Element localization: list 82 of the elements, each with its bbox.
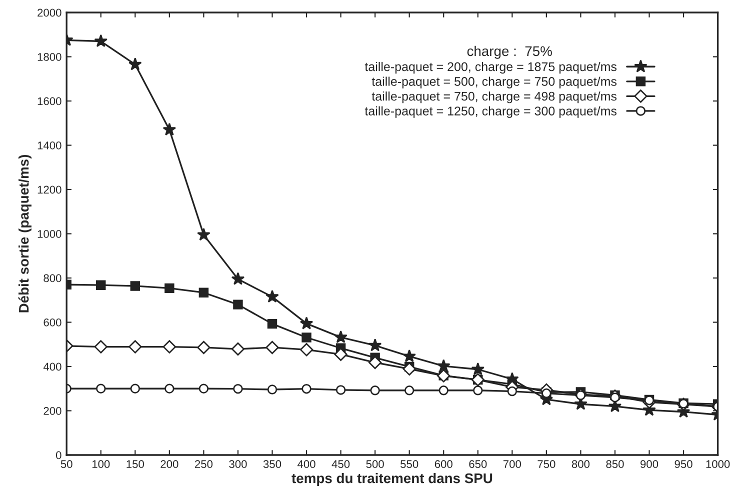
x-tick-label: 950 [674,460,692,468]
x-tick-label: 900 [640,460,658,468]
point [164,283,174,294]
point [162,340,176,354]
point [96,384,106,394]
x-tick-label: 700 [503,460,521,468]
point [300,316,314,330]
x-tick-label: 750 [538,460,556,468]
point [233,300,243,310]
point [130,281,140,291]
point [368,338,382,352]
point [197,340,210,354]
x-tick-label: 400 [298,460,316,468]
point [368,356,382,370]
x-tick-label: 450 [332,460,350,468]
y-tick-label: 0 [56,451,62,460]
point [94,34,108,48]
x-tick-label: 300 [229,460,247,468]
legend-label: taille-paquet = 1250, charge = 300 paquet/ms [364,106,617,118]
point [266,290,279,303]
y-tick-label: 1800 [38,53,62,61]
point [334,330,348,344]
x-tick-label: 500 [366,460,384,468]
point [198,288,209,298]
x-tick-label: 550 [400,460,418,468]
point [302,332,312,342]
x-tick-label: 650 [469,460,487,468]
point [128,340,142,354]
point [300,343,314,356]
point [334,348,348,361]
y-tick-label: 1600 [38,97,62,106]
point [471,362,485,376]
x-tick-label: 250 [194,460,213,468]
x-tick-label: 850 [606,460,624,468]
x-tick-label: 200 [160,460,178,468]
point [576,390,586,400]
point [507,386,518,396]
y-tick-label: 2000 [38,8,62,17]
point [336,385,346,395]
point [197,228,210,241]
point [198,384,209,394]
point [370,386,380,396]
point [164,384,174,394]
x-tick-label: 800 [572,460,590,468]
point [402,362,416,376]
legend-label: taille-paquet = 750, charge = 498 paquet/ms [372,92,617,104]
y-tick-label: 1000 [38,230,62,238]
point [130,384,140,394]
point [402,349,416,362]
y-tick-label: 1400 [38,142,62,150]
point [128,58,142,70]
y-tick-label: 1200 [38,186,62,194]
x-tick-label: 350 [263,460,282,468]
point [94,340,108,354]
legend-label: taille-paquet = 200, charge = 1875 paquet/ms [364,62,617,74]
x-axis-title: temps du traitement dans SPU [292,472,492,486]
point [267,384,278,394]
x-tick-label: 600 [434,460,452,468]
point [302,384,312,394]
y-axis-title: Débit sortie (paquet/ms) [18,154,32,312]
x-tick-label: 150 [126,460,144,468]
point [267,318,278,329]
x-tick-label: 100 [92,460,110,468]
x-tick-label: 50 [60,460,72,468]
point [96,280,106,290]
y-tick-label: 600 [44,318,62,326]
y-tick-label: 400 [43,362,62,371]
point [231,342,245,356]
point [404,386,414,396]
point [231,272,245,285]
legend-label: taille-paquet = 500, charge = 750 paquet/ms [372,76,617,88]
x-tick-label: 1000 [706,460,730,468]
point [438,386,448,396]
y-tick-label: 200 [44,407,62,415]
point [162,122,176,136]
point [610,392,620,402]
legend-title: charge : 75% [467,46,552,59]
point [436,359,450,372]
point [266,340,279,354]
point [473,386,483,396]
y-tick-label: 800 [44,274,62,282]
point [233,384,243,394]
